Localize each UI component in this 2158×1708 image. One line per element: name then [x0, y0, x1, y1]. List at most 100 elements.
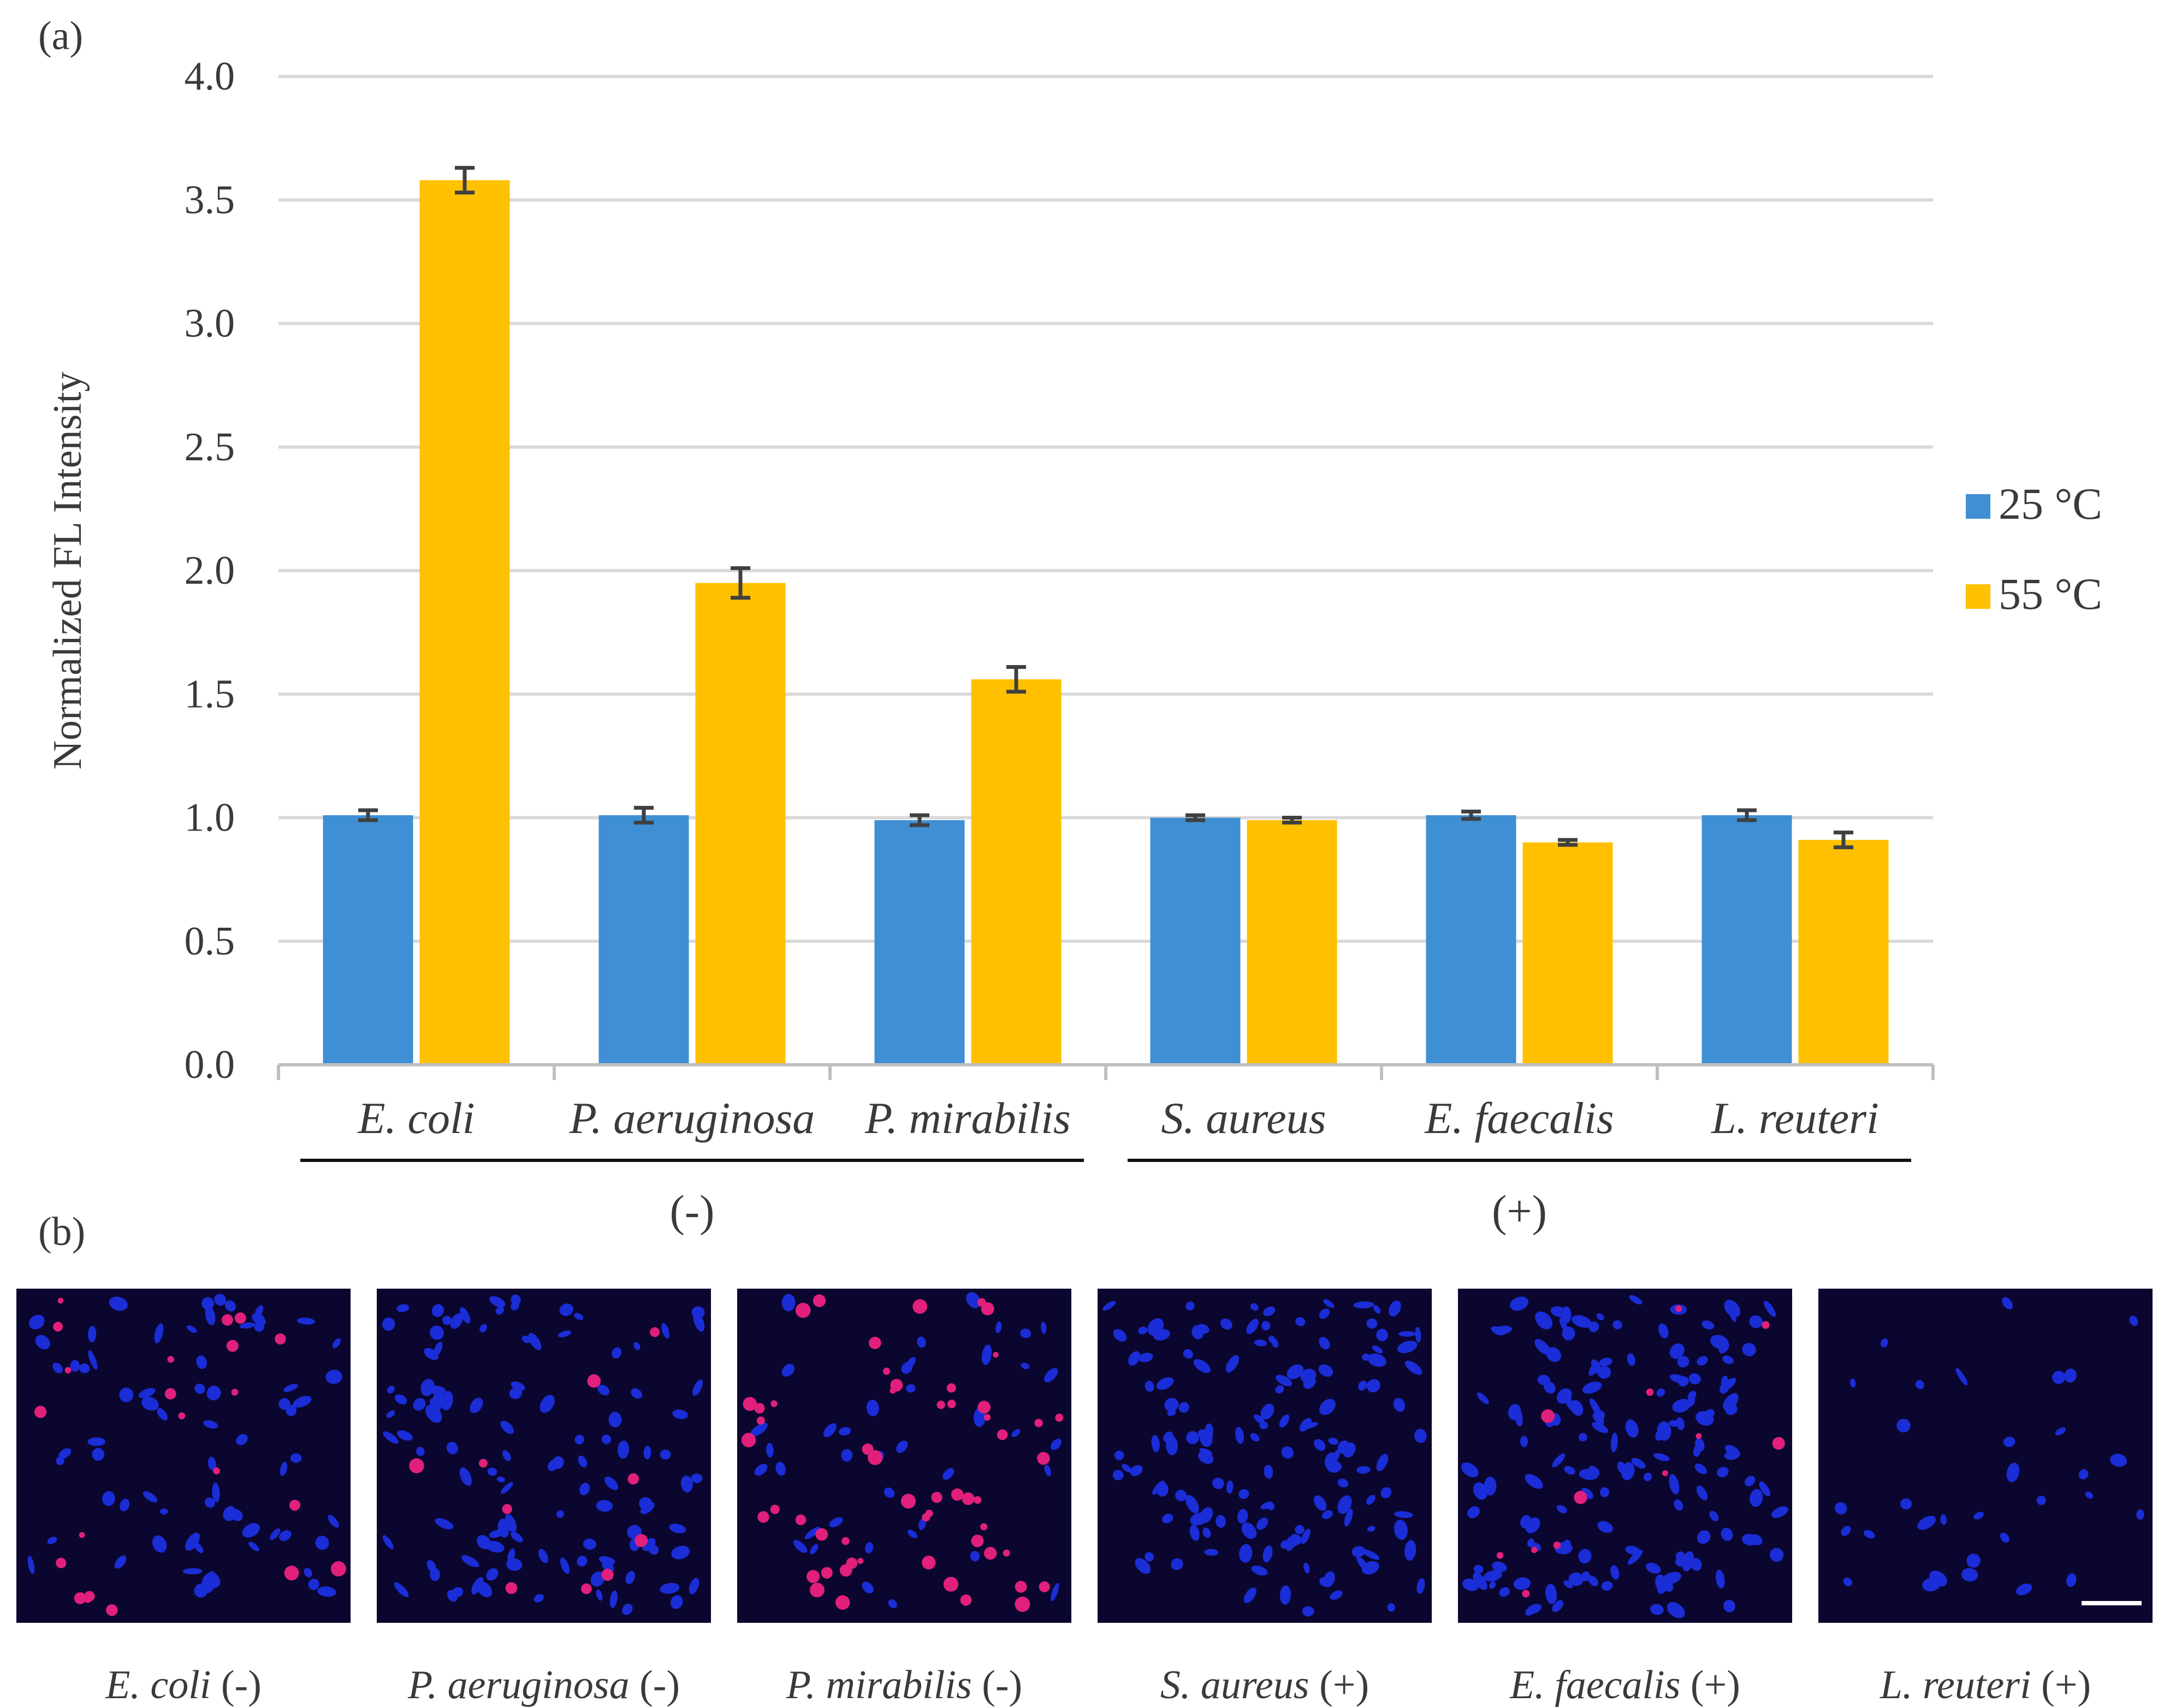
blue-cell [1563, 1580, 1573, 1588]
blue-cell [1220, 1318, 1232, 1330]
blue-cell [201, 1573, 216, 1593]
blue-cell [1163, 1431, 1173, 1443]
blue-cell [866, 1399, 879, 1416]
caption-gram-sign: (+) [2041, 1663, 2091, 1707]
blue-cell [1510, 1296, 1529, 1311]
blue-cell [1011, 1429, 1021, 1437]
blue-cell [981, 1344, 992, 1366]
blue-cell [1556, 1388, 1572, 1404]
blue-cell [1473, 1564, 1484, 1574]
blue-cell [2000, 1532, 2009, 1543]
blue-cell [1156, 1377, 1174, 1390]
caption-species: P. mirabilis [786, 1663, 982, 1707]
blue-cell [661, 1322, 670, 1339]
blue-cell [1694, 1463, 1708, 1474]
bar [695, 583, 786, 1065]
blue-cell [1627, 1353, 1635, 1366]
blue-cell [1940, 1514, 1947, 1525]
blue-cell [1572, 1315, 1592, 1328]
blue-cell [1325, 1452, 1337, 1469]
blue-cell [397, 1430, 413, 1441]
blue-cell [1578, 1549, 1592, 1564]
blue-cell [533, 1594, 544, 1603]
blue-cell [608, 1412, 622, 1428]
blue-cell [1929, 1570, 1947, 1587]
y-tick-label: 1.0 [185, 796, 235, 840]
y-axis-ticks: 0.0 0.5 1.0 1.5 2.0 2.5 3.0 3.5 4.0 [185, 54, 235, 1087]
blue-cell [1896, 1419, 1911, 1433]
red-cell [882, 1367, 891, 1375]
blue-cell [1722, 1355, 1734, 1365]
blue-cell [1303, 1376, 1316, 1389]
blue-cell [1771, 1506, 1788, 1518]
blue-cell [558, 1330, 572, 1338]
blue-cell [672, 1409, 688, 1419]
red-cell [1541, 1409, 1555, 1423]
micrograph-caption: P. mirabilis (-) [786, 1663, 1022, 1707]
red-cell [53, 1321, 63, 1332]
blue-cell [79, 1363, 90, 1373]
group-brackets: (-) (+) [300, 1159, 1911, 1236]
blue-cell [1175, 1490, 1187, 1502]
y-tick-label: 0.0 [185, 1042, 235, 1087]
blue-cell [489, 1296, 506, 1308]
blue-cell [1373, 1305, 1381, 1314]
blue-cell [1669, 1343, 1685, 1359]
blue-cell [917, 1336, 926, 1348]
red-cell [912, 1299, 928, 1314]
blue-cell [47, 1537, 57, 1544]
blue-cell [750, 1422, 768, 1437]
blue-cell [648, 1544, 659, 1555]
blue-cell [2036, 1496, 2046, 1505]
blue-cell [486, 1568, 499, 1581]
blue-cell [1520, 1436, 1528, 1448]
red-cell [1531, 1546, 1538, 1553]
blue-cell [1600, 1487, 1609, 1498]
red-cell [221, 1314, 233, 1326]
blue-cell [239, 1322, 256, 1329]
blue-cell [2055, 1427, 2066, 1436]
blue-cell [1667, 1602, 1685, 1618]
blue-cell [804, 1527, 821, 1539]
blue-cell [442, 1315, 452, 1325]
red-cell [275, 1333, 286, 1345]
blue-cell [1275, 1385, 1284, 1393]
blue-cell [157, 1408, 168, 1421]
blue-cell [1628, 1550, 1643, 1565]
blue-cell [1597, 1366, 1611, 1379]
red-cell [478, 1458, 488, 1468]
blue-cell [1263, 1306, 1276, 1316]
blue-cell [1300, 1422, 1319, 1430]
blue-cell [203, 1420, 218, 1429]
blue-cell [317, 1586, 336, 1597]
blue-cell [1544, 1381, 1556, 1394]
red-cell [741, 1433, 756, 1448]
blue-cell [1473, 1482, 1488, 1500]
blue-cell [1113, 1329, 1127, 1342]
blue-cell [1556, 1505, 1567, 1514]
blue-cell [583, 1538, 597, 1550]
blue-cell [1546, 1347, 1562, 1362]
blue-cell [1695, 1438, 1705, 1452]
blue-cell [1750, 1488, 1763, 1507]
micrograph-panel: P. aeruginosa (-) [377, 1289, 711, 1707]
red-cell [943, 1576, 958, 1592]
red-cell [983, 1414, 991, 1421]
red-cell [807, 1570, 820, 1584]
bar-chart: 0.0 0.5 1.0 1.5 2.0 2.5 3.0 3.5 4.0 Normalized F… [45, 54, 2102, 1236]
blue-cell [1880, 1338, 1888, 1348]
red-cell [922, 1556, 936, 1570]
blue-cell [396, 1304, 410, 1312]
blue-cell [1966, 1553, 1981, 1568]
blue-cell [1138, 1326, 1148, 1335]
blue-cell [394, 1394, 407, 1405]
blue-cell [159, 1508, 168, 1515]
blue-cell [1525, 1604, 1539, 1616]
blue-cell [1682, 1551, 1694, 1571]
blue-cell [1749, 1315, 1763, 1329]
blue-cell [413, 1398, 426, 1411]
blue-cell [1405, 1360, 1422, 1375]
blue-cell [1367, 1353, 1386, 1367]
blue-cell [431, 1304, 444, 1317]
